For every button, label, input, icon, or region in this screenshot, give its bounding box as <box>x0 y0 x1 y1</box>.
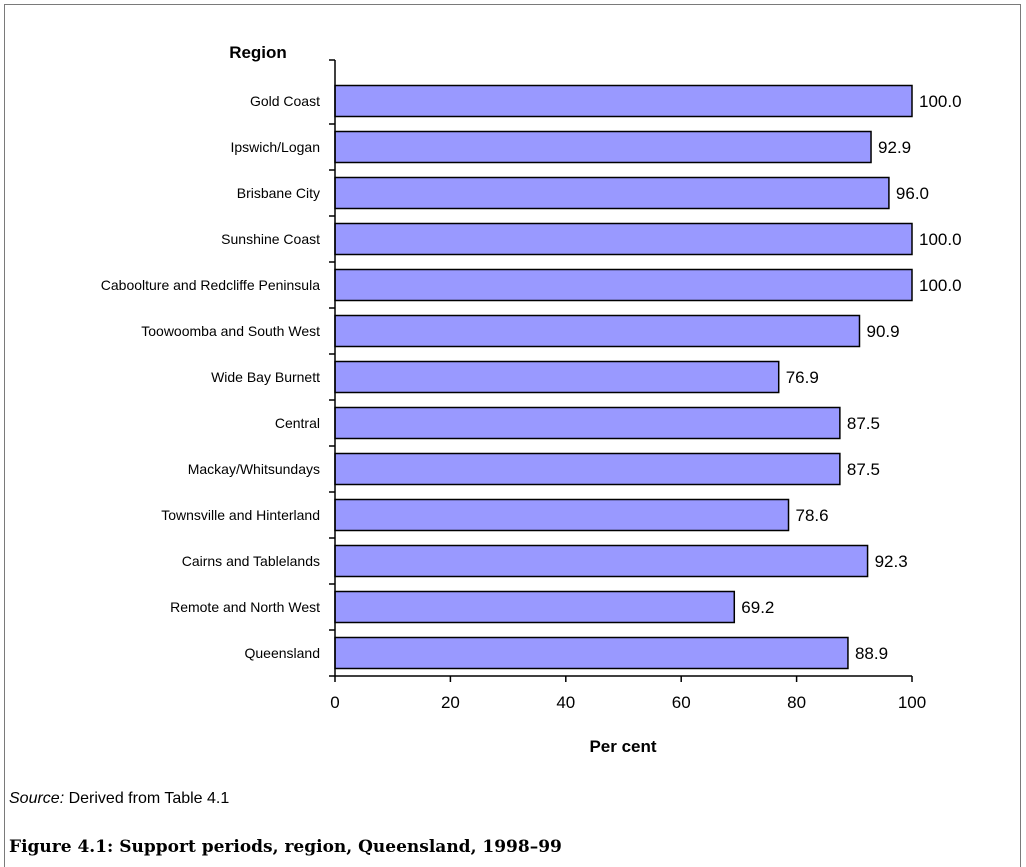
bar-12 <box>334 636 849 670</box>
category-label-2: Brisbane City <box>237 185 320 201</box>
x-tick-label-4: 80 <box>787 693 806 712</box>
bar-8 <box>334 452 841 486</box>
bar-6 <box>334 360 780 394</box>
x-tick-label-1: 20 <box>441 693 460 712</box>
bar-5 <box>334 314 861 348</box>
category-label-5: Toowoomba and South West <box>141 323 320 339</box>
category-label-10: Cairns and Tablelands <box>182 553 320 569</box>
figure-frame <box>4 4 1021 867</box>
data-label-9: 78.6 <box>796 506 829 525</box>
bar-9 <box>334 498 790 532</box>
x-axis-title: Per cent <box>589 737 656 756</box>
data-label-6: 76.9 <box>786 368 819 387</box>
x-tick-label-3: 60 <box>672 693 691 712</box>
bar-4 <box>334 268 913 302</box>
bar-10 <box>334 544 869 578</box>
category-label-8: Mackay/Whitsundays <box>188 461 320 477</box>
source-note: Source: Derived from Table 4.1 <box>9 790 229 808</box>
data-label-8: 87.5 <box>847 460 880 479</box>
data-label-2: 96.0 <box>896 184 929 203</box>
data-label-1: 92.9 <box>878 138 911 157</box>
figure-caption: Figure 4.1: Support periods, region, Que… <box>9 837 562 857</box>
bars-group: 100.0 92.9 96.0 100.0 100.0 90.9 76.9 87.5 87.5 7… <box>334 84 962 670</box>
x-tick-label-2: 40 <box>556 693 575 712</box>
data-label-5: 90.9 <box>866 322 899 341</box>
bar-7 <box>334 406 841 440</box>
category-label-12: Queensland <box>244 645 320 661</box>
category-label-6: Wide Bay Burnett <box>211 369 320 385</box>
bar-0 <box>334 84 913 118</box>
bar-chart: Region Per cent 100.0 92.9 96.0 100.0 100.0 9… <box>101 43 962 756</box>
data-label-12: 88.9 <box>855 644 888 663</box>
source-label: Source: <box>9 790 65 807</box>
category-label-0: Gold Coast <box>250 93 320 109</box>
category-label-3: Sunshine Coast <box>221 231 320 247</box>
category-label-4: Caboolture and Redcliffe Peninsula <box>101 277 320 293</box>
category-label-1: Ipswich/Logan <box>230 139 320 155</box>
data-label-0: 100.0 <box>919 92 962 111</box>
bar-3 <box>334 222 913 256</box>
category-label-9: Townsville and Hinterland <box>161 507 320 523</box>
category-label-7: Central <box>275 415 320 431</box>
data-label-10: 92.3 <box>875 552 908 571</box>
data-label-4: 100.0 <box>919 276 962 295</box>
bar-1 <box>334 130 872 164</box>
data-label-7: 87.5 <box>847 414 880 433</box>
data-label-11: 69.2 <box>741 598 774 617</box>
data-label-3: 100.0 <box>919 230 962 249</box>
axes-group: Gold Coast Ipswich/Logan Brisbane City Suns… <box>101 59 926 712</box>
bar-11 <box>334 590 736 624</box>
category-label-11: Remote and North West <box>170 599 320 615</box>
bar-2 <box>334 176 890 210</box>
x-tick-label-0: 0 <box>330 693 339 712</box>
source-text: Derived from Table 4.1 <box>64 790 230 807</box>
x-tick-label-5: 100 <box>898 693 926 712</box>
y-axis-title: Region <box>229 43 287 62</box>
